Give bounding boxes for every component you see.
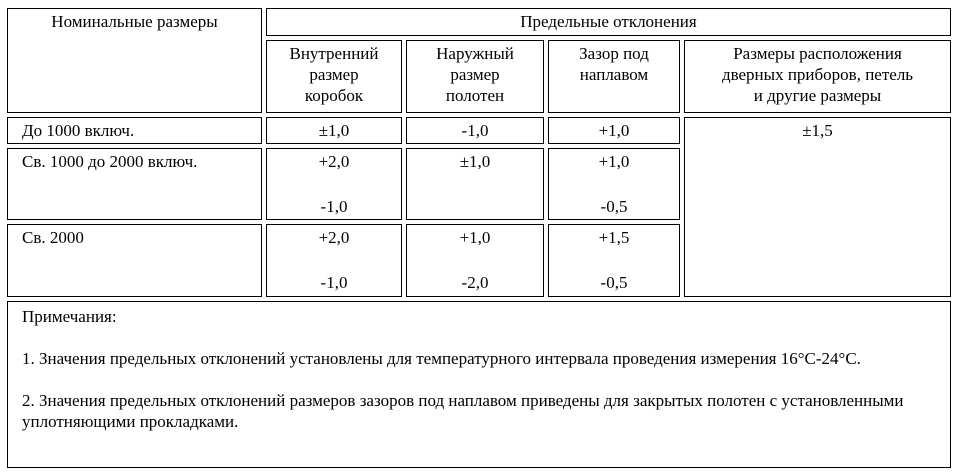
note-item: 2. Значения предельных отклонений размер… — [22, 391, 904, 431]
header-text: и другие размеры — [753, 86, 882, 105]
header-text: Зазор под — [579, 44, 649, 63]
deviation: +1,5 — [598, 228, 630, 247]
deviation: -1,0 — [320, 197, 348, 216]
row-label: До 1000 включ. — [7, 117, 262, 144]
value-cell: ±1,0 — [266, 117, 402, 144]
value-cell: -1,0 — [406, 117, 544, 144]
header-cell: Предельные отклонения — [266, 8, 951, 36]
table-row: До 1000 включ. ±1,0 -1,0 +1,0 ±1,5 — [7, 117, 951, 297]
header-text: Предельные отклонения — [520, 12, 697, 31]
value-cell: ±1,5 — [684, 117, 951, 297]
value-cell: +1,0 -0,5 — [548, 148, 680, 220]
deviation: +2,0 — [318, 152, 350, 171]
deviation: -1,0 — [320, 273, 348, 292]
deviation: ±1,5 — [802, 121, 833, 140]
deviation: -0,5 — [600, 273, 628, 292]
row-label: Св. 2000 — [7, 224, 262, 297]
value-cell: +1,5 -0,5 — [548, 224, 680, 297]
value-cell: +2,0 -1,0 — [266, 148, 402, 220]
value-cell: ±1,0 — [406, 148, 544, 220]
deviation: +1,0 — [598, 152, 630, 171]
note-item: 1. Значения предельных отклонений устано… — [22, 349, 861, 368]
header-cell: Номинальные размеры — [7, 8, 262, 113]
header-text: полотен — [445, 86, 505, 105]
notes-title: Примечания: — [22, 307, 117, 326]
deviation: -1,0 — [461, 121, 489, 140]
header-text: коробок — [304, 86, 364, 105]
row-label: Св. 1000 до 2000 включ. — [7, 148, 262, 220]
table-row: Св. 2000 +2,0 -1,0 +1,0 -2,0 +1,5 -0,5 — [7, 224, 951, 297]
header-text: наплавом — [579, 65, 649, 84]
table-row: Св. 1000 до 2000 включ. +2,0 -1,0 ±1,0 +1,0 -… — [7, 148, 951, 220]
deviation: ±1,0 — [318, 121, 350, 140]
deviation: -0,5 — [600, 197, 628, 216]
header-text: дверных приборов, петель — [721, 65, 914, 84]
notes-cell: Примечания: 1. Значения предельных отклон… — [7, 301, 951, 468]
header-cell: Наружный размер полотен — [406, 40, 544, 113]
deviation: ±1,0 — [459, 152, 491, 171]
value-cell: +2,0 -1,0 — [266, 224, 402, 297]
deviation: +2,0 — [318, 228, 350, 247]
header-text: размер — [450, 65, 500, 84]
header-cell: Зазор под наплавом — [548, 40, 680, 113]
value-cell: +1,0 -2,0 — [406, 224, 544, 297]
header-cell: Размеры расположения дверных приборов, пе… — [684, 40, 951, 113]
deviation: -2,0 — [461, 273, 489, 292]
header-text: Внутренний — [289, 44, 379, 63]
value-cell: +1,0 — [548, 117, 680, 144]
header-text: размер — [309, 65, 359, 84]
tolerance-table: Номинальные размеры Предельные отклонени… — [3, 4, 955, 472]
header-text: Размеры расположения — [733, 44, 902, 63]
deviation: +1,0 — [459, 228, 491, 247]
header-text: Номинальные размеры — [51, 12, 218, 31]
notes-row: Примечания: 1. Значения предельных отклон… — [7, 301, 951, 468]
deviation: +1,0 — [598, 121, 630, 140]
header-text: Наружный — [436, 44, 514, 63]
header-cell: Внутренний размер коробок — [266, 40, 402, 113]
